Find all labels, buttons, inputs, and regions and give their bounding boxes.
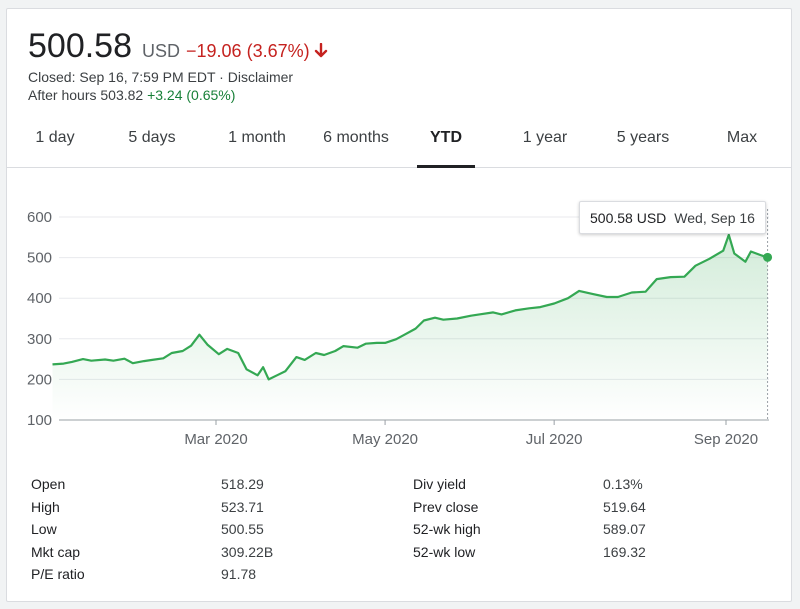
stat-label: Prev close xyxy=(413,498,479,515)
stat-value: 169.32 xyxy=(603,543,646,560)
stats-right: Div yield 0.13% Prev close 519.64 52-wk hi… xyxy=(413,473,783,563)
stat-value: 589.07 xyxy=(603,521,646,537)
stat-row-open: Open 518.29 xyxy=(31,473,411,496)
tab-1-month[interactable]: 1 month xyxy=(228,129,286,146)
x-tick-label: Jul 2020 xyxy=(526,431,583,448)
currency-label: USD xyxy=(142,41,181,61)
x-tick-label: Mar 2020 xyxy=(184,431,247,448)
stat-value: 500.55 xyxy=(221,521,264,537)
y-tick-label: 400 xyxy=(27,290,52,307)
x-tick-label: Sep 2020 xyxy=(694,431,758,448)
tab-6-months[interactable]: 6 months xyxy=(323,129,389,146)
stat-value: 309.22B xyxy=(221,543,274,560)
stat-label: P/E ratio xyxy=(31,566,85,582)
down-arrow-icon xyxy=(314,43,327,58)
stats-left: Open 518.29 High 523.71 Low 500.55 Mkt cap 3… xyxy=(31,473,411,586)
stat-label: Open xyxy=(31,476,66,492)
series-line xyxy=(52,233,768,381)
stat-row-div-yield: Div yield 0.13% xyxy=(413,473,783,496)
stat-label: 52-wk high xyxy=(413,521,481,537)
current-price: 500.58 xyxy=(28,27,132,65)
tab-5-years[interactable]: 5 years xyxy=(616,129,670,146)
tab-1-day[interactable]: 1 day xyxy=(35,129,75,146)
after-hours: After hours 503.82 +3.24 (0.65%) xyxy=(28,87,235,103)
tab-ytd[interactable]: YTD xyxy=(417,113,475,168)
price-chart[interactable]: 100 200 300 400 500 600 Mar 2020 May 2020 Jul 20… xyxy=(7,167,791,462)
stat-row-prev-close: Prev close 519.64 xyxy=(413,496,783,519)
after-hours-label: After hours 503.82 xyxy=(28,87,144,103)
tab-1-year[interactable]: 1 year xyxy=(522,129,568,146)
stat-row-52wk-high: 52-wk high 589.07 xyxy=(413,518,783,541)
y-tick-label: 100 xyxy=(27,412,52,429)
price-change: −19.06 (3.67%) xyxy=(186,41,310,61)
stat-value: 91.78 xyxy=(221,566,257,582)
range-tabs: 1 day 5 days 1 month 6 months YTD 1 year… xyxy=(7,113,791,168)
tab-5-days[interactable]: 5 days xyxy=(128,129,176,146)
stat-label: Div yield xyxy=(413,476,466,492)
x-tick-label: May 2020 xyxy=(352,431,418,448)
chart-tooltip: 500.58 USD Wed, Sep 16 xyxy=(579,201,766,234)
y-tick-label: 500 xyxy=(27,250,52,267)
series-area xyxy=(52,234,768,420)
stat-label: Mkt cap xyxy=(31,543,81,560)
stat-row-pe-ratio: P/E ratio 91.78 xyxy=(31,563,411,586)
stat-label: High xyxy=(31,498,60,515)
tooltip-value: 500.58 USD xyxy=(590,210,667,226)
y-tick-label: 200 xyxy=(27,371,52,388)
stat-value: 0.13% xyxy=(603,476,643,492)
y-tick-label: 600 xyxy=(27,209,52,226)
stat-value: 518.29 xyxy=(221,476,264,492)
stock-card: 500.58 USD −19.06 (3.67%) Closed: Sep 16… xyxy=(6,8,792,602)
after-hours-change: +3.24 (0.65%) xyxy=(147,87,236,103)
stat-label: 52-wk low xyxy=(413,543,476,560)
price-header: 500.58 USD −19.06 (3.67%) xyxy=(28,27,328,66)
last-point-marker xyxy=(763,252,773,262)
closed-status: Closed: Sep 16, 7:59 PM EDT · Disclaimer xyxy=(28,69,294,85)
stat-row-low: Low 500.55 xyxy=(31,518,411,541)
stat-label: Low xyxy=(31,521,57,537)
stat-row-high: High 523.71 xyxy=(31,496,411,519)
stat-row-52wk-low: 52-wk low 169.32 xyxy=(413,541,783,564)
tooltip-date: Wed, Sep 16 xyxy=(674,210,755,226)
y-tick-label: 300 xyxy=(27,331,52,348)
tab-max[interactable]: Max xyxy=(726,129,758,146)
stat-value: 523.71 xyxy=(221,498,264,515)
stat-value: 519.64 xyxy=(603,498,646,515)
stat-row-mkt-cap: Mkt cap 309.22B xyxy=(31,541,411,564)
